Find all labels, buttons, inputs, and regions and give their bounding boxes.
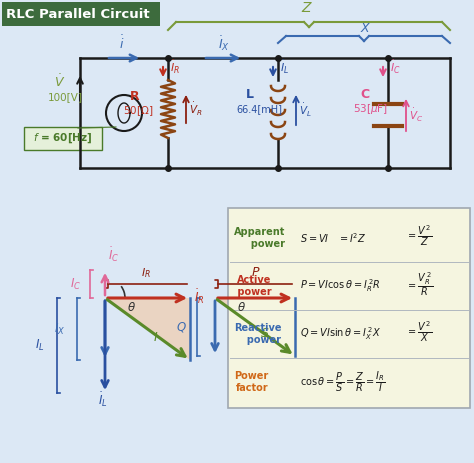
Text: $\theta$: $\theta$ xyxy=(127,301,136,314)
Text: Active
 power: Active power xyxy=(234,275,272,297)
Text: C: C xyxy=(360,88,369,101)
Text: $\dot{I}_C$: $\dot{I}_C$ xyxy=(390,59,401,76)
Text: $P$: $P$ xyxy=(251,266,261,279)
Text: $\dot{V}_L$: $\dot{V}_L$ xyxy=(299,101,312,119)
Text: $\dot{V}$: $\dot{V}$ xyxy=(54,74,65,90)
Text: $\dot{I}_L$: $\dot{I}_L$ xyxy=(98,390,108,409)
Polygon shape xyxy=(105,298,190,360)
Text: Apparent
  power: Apparent power xyxy=(234,227,285,249)
Text: $\theta$: $\theta$ xyxy=(237,301,246,314)
Text: $=\dfrac{V_R^{\,2}}{R}$: $=\dfrac{V_R^{\,2}}{R}$ xyxy=(406,270,433,298)
Text: $X$: $X$ xyxy=(360,22,371,35)
Text: $\dot{I}_R$: $\dot{I}_R$ xyxy=(194,288,205,306)
Text: $\dot{V}_C$: $\dot{V}_C$ xyxy=(409,106,423,124)
Text: $\cos\theta = \dfrac{P}{S} = \dfrac{Z}{R} = \dfrac{I_R}{I}$: $\cos\theta = \dfrac{P}{S} = \dfrac{Z}{R… xyxy=(300,369,385,394)
Text: RLC Parallel Circuit: RLC Parallel Circuit xyxy=(6,8,150,21)
Text: $I_L$: $I_L$ xyxy=(36,338,45,353)
Text: $=\dfrac{V^2}{Z}$: $=\dfrac{V^2}{Z}$ xyxy=(406,224,432,249)
FancyBboxPatch shape xyxy=(25,126,102,150)
Text: $S = VI \quad = I^2Z$: $S = VI \quad = I^2Z$ xyxy=(300,231,366,245)
Text: $Q = VI\sin\theta = I_X^{\,2}X$: $Q = VI\sin\theta = I_X^{\,2}X$ xyxy=(300,325,381,343)
Text: $=\dfrac{V^2}{X}$: $=\dfrac{V^2}{X}$ xyxy=(406,319,432,344)
Text: $I_X$: $I_X$ xyxy=(54,321,65,337)
Text: $\dot{I}_X$: $\dot{I}_X$ xyxy=(218,34,230,53)
Text: $\dot{Z}$: $\dot{Z}$ xyxy=(301,0,313,16)
Text: 66.4[mH]: 66.4[mH] xyxy=(236,104,282,114)
Text: 53[$\mu$F]: 53[$\mu$F] xyxy=(353,102,388,116)
Polygon shape xyxy=(215,298,295,356)
Text: $Q$: $Q$ xyxy=(176,320,187,334)
Text: $P = VI\cos\theta = I_R^{\,2}R$: $P = VI\cos\theta = I_R^{\,2}R$ xyxy=(300,278,381,294)
Text: $I_C$: $I_C$ xyxy=(70,276,81,292)
Text: $\dot{V}_R$: $\dot{V}_R$ xyxy=(189,100,202,118)
Text: $\dot{I}_C$: $\dot{I}_C$ xyxy=(108,245,119,264)
Text: $I$: $I$ xyxy=(154,331,159,344)
Text: $\dot{I}_R$: $\dot{I}_R$ xyxy=(170,59,180,76)
FancyBboxPatch shape xyxy=(228,208,470,408)
Text: $\dot{I}_L$: $\dot{I}_L$ xyxy=(280,59,289,76)
Text: R: R xyxy=(130,90,140,103)
Text: L: L xyxy=(246,88,254,101)
Text: $f$ = 60[Hz]: $f$ = 60[Hz] xyxy=(33,131,93,145)
Text: $\dot{i}$: $\dot{i}$ xyxy=(119,34,124,52)
FancyBboxPatch shape xyxy=(2,2,160,26)
Text: 50[$\Omega$]: 50[$\Omega$] xyxy=(123,104,154,118)
Text: $S$: $S$ xyxy=(260,327,270,340)
Text: Reactive
  power: Reactive power xyxy=(234,323,282,345)
Text: $I_R$: $I_R$ xyxy=(142,266,151,280)
Text: Power
factor: Power factor xyxy=(234,371,268,393)
Text: 100[V]: 100[V] xyxy=(48,92,83,102)
